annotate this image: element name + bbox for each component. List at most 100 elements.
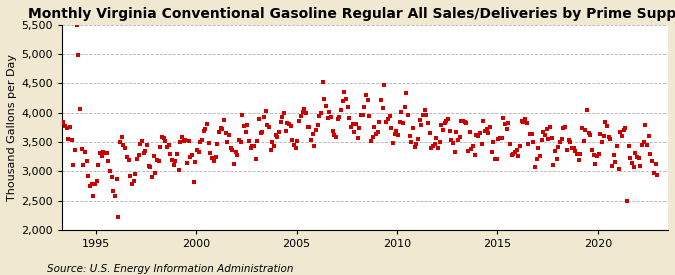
Point	[588, 153, 599, 157]
Point	[72, 23, 82, 27]
Point	[277, 115, 288, 119]
Point	[80, 150, 90, 154]
Point	[65, 125, 76, 129]
Point	[356, 113, 367, 118]
Point	[88, 194, 99, 199]
Point	[289, 142, 300, 147]
Point	[622, 198, 632, 203]
Point	[362, 98, 373, 102]
Point	[341, 97, 352, 101]
Point	[418, 113, 429, 117]
Point	[615, 130, 626, 134]
Point	[209, 159, 219, 163]
Point	[56, 120, 67, 125]
Point	[576, 126, 587, 130]
Point	[196, 137, 207, 142]
Point	[264, 125, 275, 129]
Point	[558, 126, 569, 130]
Point	[513, 154, 524, 158]
Point	[478, 119, 489, 123]
Point	[160, 139, 171, 144]
Point	[83, 174, 94, 178]
Point	[364, 114, 375, 119]
Point	[115, 140, 126, 145]
Point	[491, 157, 502, 161]
Point	[338, 98, 348, 103]
Point	[620, 126, 631, 130]
Point	[188, 180, 199, 184]
Point	[334, 115, 345, 119]
Point	[441, 119, 452, 124]
Point	[423, 120, 433, 125]
Point	[553, 145, 564, 149]
Point	[458, 119, 468, 123]
Point	[254, 116, 265, 121]
Point	[389, 131, 400, 136]
Point	[222, 139, 233, 144]
Point	[317, 80, 328, 84]
Point	[460, 120, 470, 124]
Point	[128, 179, 139, 183]
Point	[195, 140, 206, 144]
Point	[150, 170, 161, 175]
Point	[309, 143, 320, 148]
Point	[563, 138, 574, 142]
Point	[113, 214, 124, 219]
Point	[637, 142, 647, 147]
Point	[122, 155, 132, 160]
Point	[652, 173, 663, 177]
Point	[489, 157, 500, 161]
Point	[61, 125, 72, 130]
Point	[248, 144, 259, 148]
Point	[635, 164, 646, 168]
Point	[409, 145, 420, 149]
Point	[143, 163, 154, 168]
Point	[556, 137, 567, 141]
Point	[116, 135, 127, 140]
Point	[541, 127, 552, 131]
Point	[84, 184, 95, 188]
Point	[377, 106, 388, 110]
Point	[601, 124, 612, 128]
Point	[520, 117, 531, 121]
Point	[75, 107, 86, 111]
Point	[433, 146, 443, 150]
Point	[404, 134, 415, 138]
Point	[504, 141, 515, 146]
Point	[235, 140, 246, 144]
Point	[275, 120, 286, 124]
Point	[76, 147, 87, 152]
Point	[284, 122, 294, 126]
Point	[381, 120, 392, 124]
Point	[645, 152, 656, 157]
Point	[406, 140, 416, 144]
Text: Source: U.S. Energy Information Administration: Source: U.S. Energy Information Administ…	[47, 264, 294, 274]
Point	[247, 144, 258, 148]
Point	[184, 139, 194, 144]
Point	[461, 120, 472, 125]
Point	[555, 139, 566, 144]
Point	[193, 150, 204, 154]
Point	[346, 125, 356, 130]
Point	[359, 104, 370, 109]
Point	[639, 139, 649, 144]
Point	[182, 161, 192, 166]
Point	[161, 145, 172, 149]
Point	[339, 90, 350, 94]
Point	[650, 161, 661, 166]
Point	[315, 111, 326, 116]
Point	[202, 122, 213, 127]
Point	[322, 116, 333, 120]
Point	[466, 147, 477, 151]
Point	[628, 165, 639, 169]
Point	[379, 83, 390, 87]
Point	[399, 104, 410, 109]
Point	[580, 128, 591, 132]
Point	[175, 140, 186, 144]
Point	[152, 158, 163, 163]
Point	[367, 135, 378, 139]
Point	[643, 133, 654, 138]
Point	[439, 121, 450, 125]
Point	[171, 152, 182, 156]
Point	[282, 121, 293, 125]
